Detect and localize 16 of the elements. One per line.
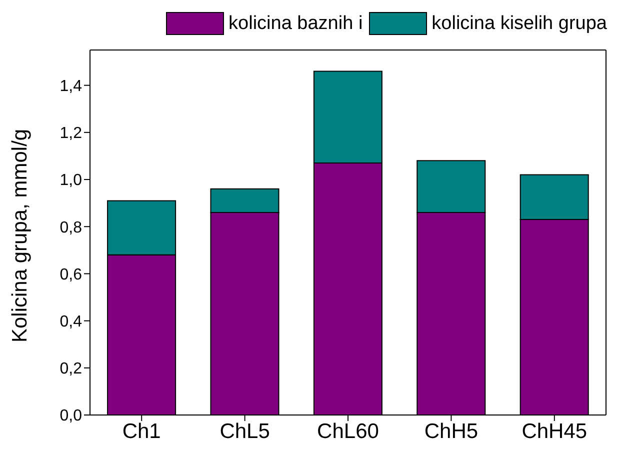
x-tick-label: ChH45 xyxy=(522,420,588,443)
x-tick-label: ChH5 xyxy=(424,420,478,443)
y-tick-label: 1,4 xyxy=(60,78,82,96)
y-tick-label: 0,2 xyxy=(60,360,82,378)
y-tick-label: 0,8 xyxy=(60,219,82,236)
y-axis-title: Kolicina grupa, mmol/g xyxy=(8,128,32,342)
x-tick-label: ChL5 xyxy=(220,420,270,443)
y-tick-label: 1,2 xyxy=(60,125,82,142)
y-tick-label: 0,0 xyxy=(60,408,82,425)
x-tick-label: ChL60 xyxy=(317,420,379,443)
legend-label: kolicina baznih i xyxy=(228,12,363,35)
legend-label: kolicina kiselih grupa xyxy=(430,12,607,35)
y-tick-label: 0,4 xyxy=(60,313,82,330)
y-tick-label: 1,0 xyxy=(60,172,82,190)
x-tick-label: Ch1 xyxy=(122,420,161,443)
y-tick-label: 0,6 xyxy=(60,266,82,284)
